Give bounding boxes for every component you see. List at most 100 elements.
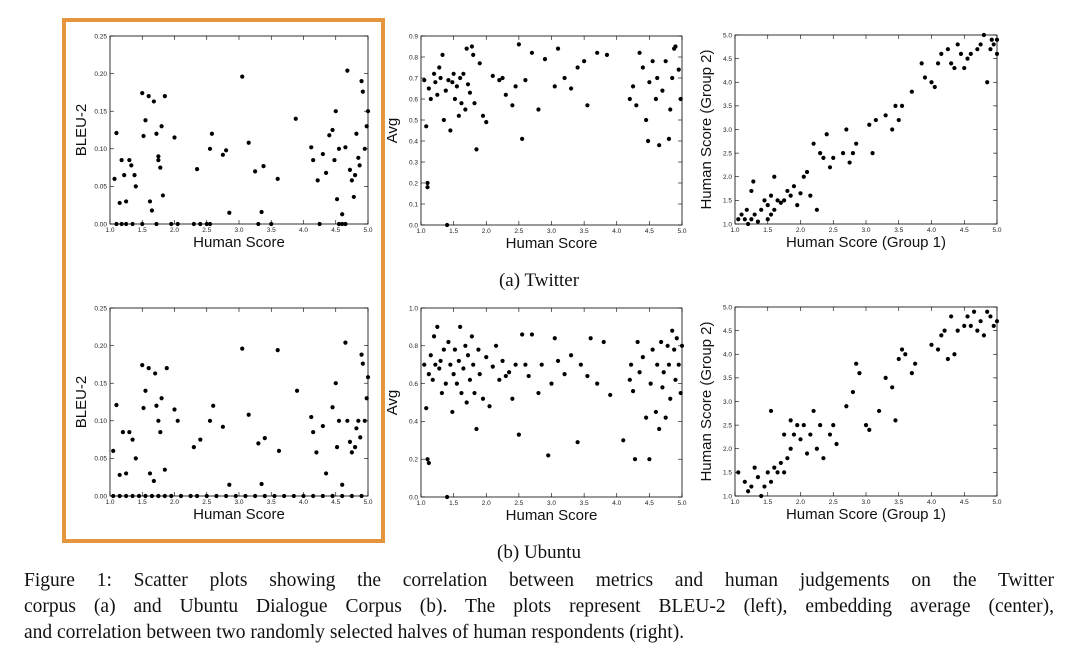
data-point — [282, 493, 287, 499]
data-point — [663, 59, 668, 64]
data-point — [965, 56, 970, 61]
data-point — [883, 113, 888, 118]
data-point — [354, 131, 359, 136]
data-point — [958, 51, 964, 57]
data-point — [207, 418, 213, 423]
data-point — [516, 42, 521, 47]
data-point — [955, 328, 960, 333]
data-point — [663, 415, 668, 420]
data-point — [523, 362, 528, 367]
data-point — [655, 75, 660, 81]
chart-twitter-human: 1.0 1.5 2.0 2.5 3.0 3.5 4.0 4.5 5.0 1.0 1.5 2.0 2.5 3… — [698, 32, 1002, 251]
data-point — [459, 390, 464, 396]
data-point — [629, 362, 634, 367]
data-point — [962, 65, 967, 71]
data-point — [513, 362, 518, 367]
data-point — [349, 493, 354, 499]
x-tick-label: 4.5 — [331, 499, 340, 506]
data-point — [854, 141, 859, 146]
data-point — [198, 437, 203, 442]
data-point — [962, 323, 967, 328]
data-point — [949, 61, 954, 66]
data-point — [768, 479, 774, 484]
data-point — [529, 332, 535, 337]
data-point — [768, 408, 774, 414]
data-point — [778, 460, 783, 466]
data-point — [975, 328, 980, 333]
data-point — [458, 324, 463, 329]
data-point — [536, 390, 541, 396]
data-point — [224, 148, 229, 153]
x-tick-label: 5.0 — [677, 228, 686, 235]
data-point — [627, 96, 632, 102]
data-point — [207, 221, 213, 227]
data-point — [424, 406, 429, 411]
data-point — [458, 75, 463, 81]
data-point — [989, 37, 994, 42]
subcaption-ubuntu: (b) Ubuntu — [497, 542, 581, 563]
data-point — [890, 385, 895, 390]
y-tick-label: 0.25 — [94, 33, 107, 40]
data-point — [360, 361, 365, 366]
data-point — [909, 89, 914, 94]
x-axis-label: Human Score (Group 1) — [786, 234, 946, 251]
data-point — [327, 133, 332, 138]
data-point — [909, 371, 914, 376]
data-point — [149, 208, 155, 213]
data-point — [660, 385, 665, 390]
data-point — [582, 59, 587, 64]
data-point — [601, 339, 606, 345]
data-point — [978, 42, 983, 47]
data-point — [640, 65, 645, 70]
data-point — [795, 203, 800, 208]
data-point — [676, 362, 681, 367]
data-point — [988, 47, 993, 52]
y-axis-label: Avg — [384, 118, 401, 144]
data-point — [426, 460, 431, 466]
data-point — [775, 470, 780, 475]
data-point — [746, 221, 751, 227]
data-point — [194, 167, 200, 172]
data-point — [194, 493, 200, 499]
data-point — [452, 347, 458, 352]
data-point — [814, 446, 819, 451]
caption-line-1: Figure 1: Scatter plots showing the corr… — [24, 570, 1054, 591]
data-point — [465, 82, 471, 87]
data-point — [240, 346, 245, 351]
data-point — [844, 404, 849, 409]
data-point — [785, 188, 790, 194]
data-point — [935, 347, 941, 352]
data-point — [153, 371, 158, 376]
data-point — [831, 155, 836, 160]
data-point — [678, 96, 683, 102]
x-tick-label: 4.5 — [960, 499, 969, 506]
data-point — [256, 441, 261, 446]
x-tick-label: 4.5 — [331, 227, 340, 234]
data-point — [562, 372, 567, 377]
data-point — [198, 221, 203, 227]
data-point — [358, 435, 363, 440]
data-point — [608, 392, 613, 398]
y-tick-label: 4.0 — [723, 352, 732, 359]
data-point — [539, 362, 544, 367]
data-point — [151, 99, 156, 104]
data-point — [158, 165, 163, 170]
data-point — [169, 221, 174, 227]
x-tick-label: 1.5 — [449, 228, 458, 235]
data-point — [224, 493, 229, 499]
data-point — [975, 47, 980, 52]
data-point — [929, 80, 934, 85]
data-point — [647, 80, 652, 85]
data-point — [452, 96, 458, 102]
x-tick-label: 3.0 — [861, 227, 870, 234]
data-point — [471, 52, 476, 58]
data-point — [749, 217, 754, 222]
y-tick-label: 2.5 — [723, 150, 732, 157]
data-point — [262, 493, 267, 499]
data-point — [644, 117, 649, 123]
data-point — [831, 423, 836, 428]
data-point — [474, 147, 479, 152]
data-point — [253, 493, 258, 499]
data-point — [133, 456, 138, 461]
y-axis-label: BLEU-2 — [73, 104, 90, 157]
